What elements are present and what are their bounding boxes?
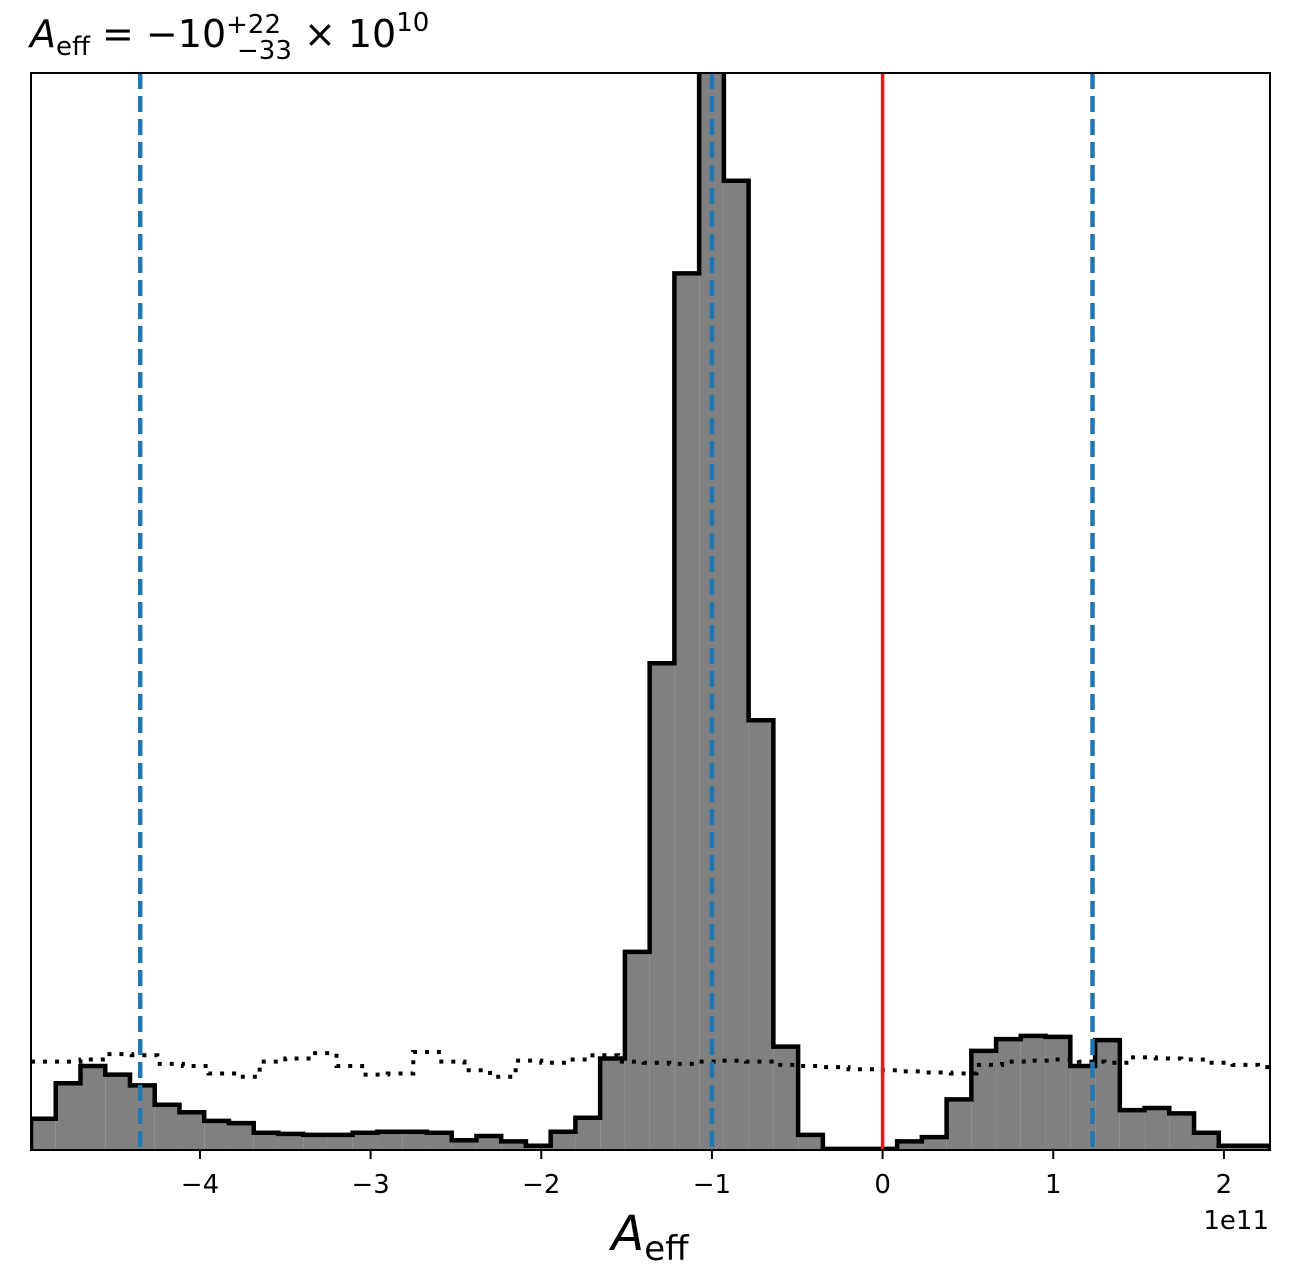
- histogram-bar: [1194, 1132, 1219, 1150]
- plot-frame: [30, 72, 1271, 1151]
- histogram-bar: [31, 1118, 56, 1150]
- histogram-bar: [253, 1132, 279, 1150]
- x-tick-label: −3: [351, 1170, 389, 1200]
- histogram-bar: [649, 663, 675, 1150]
- plot-area: [30, 72, 1271, 1151]
- histogram-bar: [377, 1131, 403, 1150]
- histogram-bar: [624, 951, 650, 1150]
- histogram-bar: [352, 1132, 378, 1150]
- histogram-bars: [31, 73, 1270, 1150]
- histogram-bar: [1144, 1107, 1170, 1150]
- histogram-bar: [1119, 1110, 1145, 1150]
- x-tick-label: −4: [181, 1170, 219, 1200]
- histogram-bar: [105, 1074, 130, 1150]
- x-tick-label: −1: [693, 1170, 731, 1200]
- histogram-bar: [451, 1140, 477, 1150]
- histogram-bar: [946, 1099, 972, 1150]
- x-tick-label: 0: [874, 1170, 891, 1200]
- chart-title: Aeff = −10+22 −33 × 1010: [27, 8, 429, 66]
- histogram-bar: [897, 1141, 922, 1150]
- histogram-bar: [1095, 1040, 1120, 1150]
- histogram-bar: [179, 1112, 205, 1150]
- x-axis-offset-text: 1e11: [1203, 1206, 1269, 1236]
- histogram-bar: [327, 1134, 353, 1150]
- plot-series: [31, 73, 1270, 1150]
- prior-dotted-line: [31, 1049, 1270, 1079]
- histogram-outline: [31, 73, 1270, 1150]
- histogram-bar: [921, 1137, 947, 1150]
- histogram-bar: [971, 1050, 997, 1150]
- histogram-bar: [798, 1134, 823, 1150]
- histogram-bar: [996, 1039, 1021, 1150]
- x-tick-label: 2: [1216, 1170, 1233, 1200]
- histogram-bar: [575, 1117, 601, 1150]
- histogram-bar: [1169, 1113, 1195, 1150]
- histogram-bar: [600, 1058, 625, 1150]
- histogram-bar: [278, 1133, 304, 1150]
- histogram-bar: [303, 1134, 328, 1150]
- histogram-bar: [55, 1083, 81, 1150]
- histogram-bar: [154, 1104, 180, 1150]
- histogram-bar: [80, 1065, 106, 1150]
- histogram-bar: [723, 180, 749, 1150]
- histogram-bar: [402, 1131, 427, 1150]
- histogram-bar: [1045, 1036, 1071, 1150]
- histogram-bar: [426, 1132, 452, 1150]
- histogram-bar: [550, 1131, 576, 1150]
- histogram-bar: [1020, 1035, 1046, 1150]
- histogram-bar: [748, 720, 774, 1150]
- x-axis-label: Aeff: [608, 1206, 690, 1269]
- histogram-bar: [204, 1120, 229, 1150]
- histogram-bar: [501, 1141, 526, 1150]
- x-tick-label: 1: [1045, 1170, 1062, 1200]
- histogram-bar: [674, 273, 700, 1150]
- x-axis: −4 −3 −2 −1 0 1 2: [181, 1150, 1232, 1200]
- histogram-bar: [773, 1046, 799, 1150]
- x-tick-label: −2: [522, 1170, 560, 1200]
- histogram-bar: [476, 1135, 502, 1150]
- histogram-bar: [228, 1123, 254, 1150]
